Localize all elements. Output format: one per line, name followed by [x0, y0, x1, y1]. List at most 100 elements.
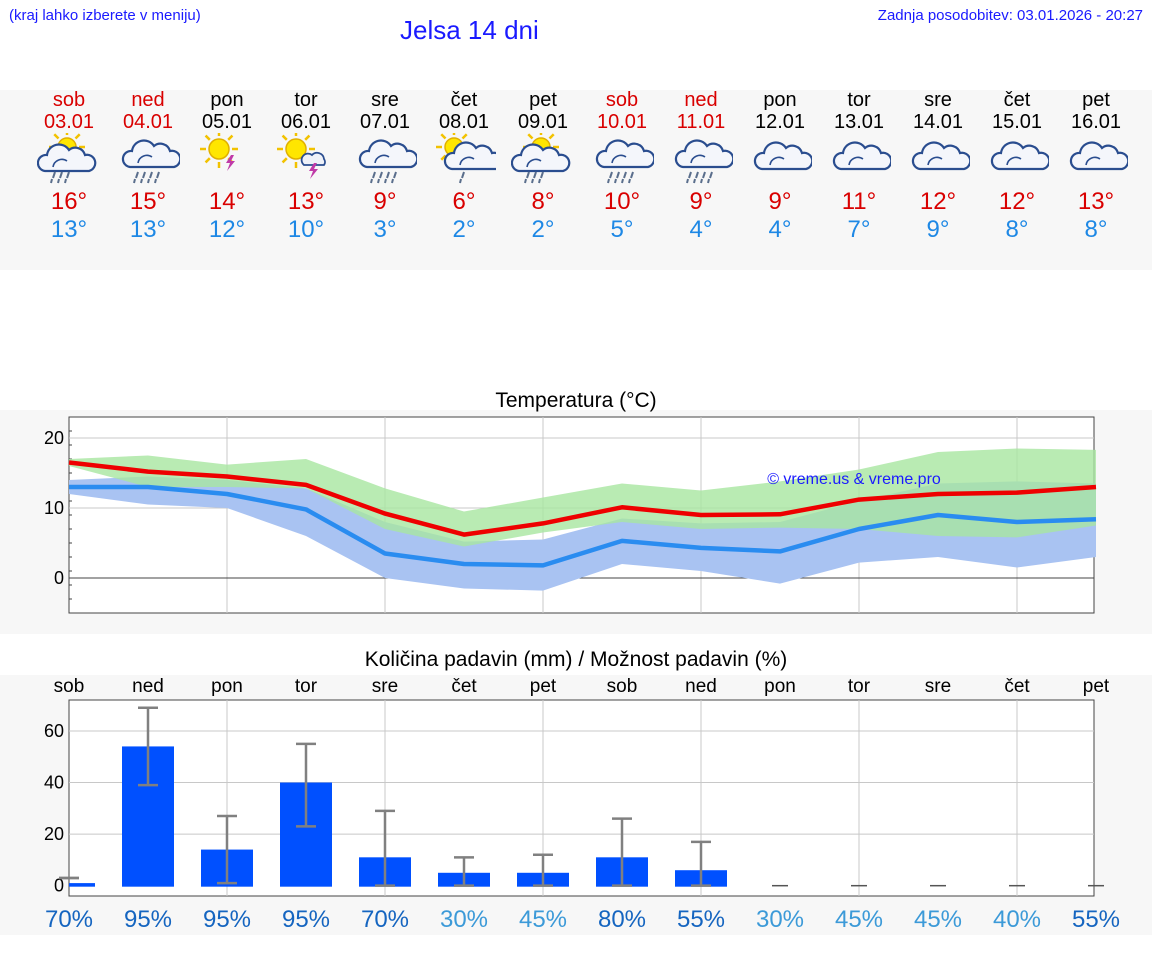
- min-temp: 13°: [129, 216, 167, 243]
- precip-bar: [69, 883, 95, 887]
- precip-probability: 45%: [835, 906, 883, 933]
- y-tick-label: 20: [44, 428, 64, 448]
- cloud-rain-icon: [116, 133, 182, 185]
- max-temp: 10°: [603, 188, 641, 215]
- day-name: čet: [450, 89, 478, 111]
- max-temp: 8°: [531, 188, 555, 215]
- max-temp: 14°: [208, 188, 246, 215]
- day-axis-label: sre: [372, 676, 398, 697]
- forecast-day: sre 14.01 12° 9°: [898, 89, 978, 259]
- forecast-day: sob 10.01 10° 5°: [582, 89, 662, 259]
- forecast-day: tor 13.01 11° 7°: [819, 89, 899, 259]
- precip-probability: 30%: [440, 906, 488, 933]
- forecast-days: sob 03.01 16° 13° ned 04.01 15° 13° pon 05.01 14° 1…: [0, 89, 1152, 259]
- precip-probability: 95%: [203, 906, 251, 933]
- precip-probability: 95%: [282, 906, 330, 933]
- max-temp: 13°: [1077, 188, 1115, 215]
- day-axis-label: čet: [451, 676, 477, 697]
- min-temp: 3°: [373, 216, 397, 243]
- day-axis-label: sre: [925, 676, 951, 697]
- forecast-day: pet 16.01 13° 8°: [1056, 89, 1136, 259]
- min-temp: 2°: [452, 216, 476, 243]
- min-temp: 12°: [208, 216, 246, 243]
- day-name: ned: [684, 89, 718, 111]
- day-date: 04.01: [122, 111, 174, 133]
- forecast-day: ned 11.01 9° 4°: [661, 89, 741, 259]
- max-temp-line: [68, 460, 1097, 537]
- day-axis-label: sob: [54, 676, 85, 697]
- watermark: © vreme.us & vreme.pro: [767, 471, 941, 488]
- day-name: sob: [52, 89, 86, 111]
- min-temp: 8°: [1084, 216, 1108, 243]
- cloud-icon: [906, 133, 972, 185]
- day-date: 08.01: [438, 111, 490, 133]
- forecast-day: pon 12.01 9° 4°: [740, 89, 820, 259]
- day-axis-label: čet: [1004, 676, 1030, 697]
- day-date: 03.01: [43, 111, 95, 133]
- day-date: 05.01: [201, 111, 253, 133]
- cloud-icon: [827, 133, 893, 185]
- max-temp: 16°: [50, 188, 88, 215]
- cloud-icon: [1064, 133, 1130, 185]
- y-tick-label: 0: [54, 876, 64, 896]
- max-temp: 12°: [998, 188, 1036, 215]
- min-temp: 5°: [610, 216, 634, 243]
- forecast-day: pon 05.01 14° 12°: [187, 89, 267, 259]
- min-temp: 10°: [287, 216, 325, 243]
- min-temp: 13°: [50, 216, 88, 243]
- y-tick-label: 40: [44, 773, 64, 793]
- day-axis-label: pet: [1083, 676, 1110, 697]
- cloud-icon: [748, 133, 814, 185]
- day-axis-label: ned: [685, 676, 717, 697]
- day-axis-label: sob: [607, 676, 638, 697]
- day-name: pet: [529, 89, 557, 111]
- forecast-day: tor 06.01 13° 10°: [266, 89, 346, 259]
- min-range-band: [69, 476, 1096, 591]
- day-axis-label: pon: [211, 676, 243, 697]
- sun-cloud-light-rain-icon: [432, 129, 504, 185]
- day-name: tor: [847, 89, 871, 111]
- day-date: 10.01: [596, 111, 648, 133]
- temperature-chart: 0 10 20 © vreme.us & vreme.pro: [44, 416, 1097, 614]
- cloud-rain-icon: [590, 133, 656, 185]
- day-name: tor: [294, 89, 318, 111]
- precip-probability: 55%: [1072, 906, 1120, 933]
- day-date: 12.01: [754, 111, 806, 133]
- precip-chart-title: Količina padavin (mm) / Možnost padavin …: [364, 648, 788, 671]
- day-axis-label: pet: [530, 676, 557, 697]
- temperature-chart-title: Temperatura (°C): [495, 389, 657, 412]
- y-tick-label: 60: [44, 721, 64, 741]
- location-hint[interactable]: (kraj lahko izberete v meniju): [9, 7, 201, 24]
- max-temp: 11°: [841, 188, 877, 215]
- precip-chart: sob ned pon tor sre čet pet sob ned pon tor sre čet p…: [44, 676, 1120, 933]
- day-axis-label: pon: [764, 676, 796, 697]
- min-temp: 9°: [926, 216, 950, 243]
- day-date: 06.01: [280, 111, 332, 133]
- day-date: 07.01: [359, 111, 411, 133]
- day-name: ned: [131, 89, 165, 111]
- day-date: 11.01: [676, 111, 726, 133]
- y-tick-label: 20: [44, 824, 64, 844]
- day-axis-label: tor: [848, 676, 871, 697]
- day-date: 14.01: [912, 111, 964, 133]
- min-temp: 8°: [1005, 216, 1029, 243]
- min-temp: 4°: [768, 216, 792, 243]
- max-temp: 15°: [129, 188, 167, 215]
- day-date: 16.01: [1070, 111, 1122, 133]
- day-name: sre: [371, 89, 399, 111]
- precip-probability: 70%: [45, 906, 93, 933]
- sun-cloud-rain-icon: [36, 129, 101, 185]
- max-temp: 9°: [768, 188, 792, 215]
- day-axis-label: tor: [295, 676, 318, 697]
- day-name: sre: [924, 89, 952, 111]
- sun-thunder-icon: [195, 130, 259, 185]
- forecast-day: čet 08.01 6° 2°: [424, 89, 504, 259]
- day-name: čet: [1003, 89, 1031, 111]
- day-name: sob: [605, 89, 639, 111]
- day-name: pon: [763, 89, 797, 111]
- max-temp: 9°: [373, 188, 397, 215]
- precip-probability: 95%: [124, 906, 172, 933]
- cloud-icon: [985, 133, 1051, 185]
- forecast-day: sre 07.01 9° 3°: [345, 89, 425, 259]
- forecast-band: [0, 90, 1152, 270]
